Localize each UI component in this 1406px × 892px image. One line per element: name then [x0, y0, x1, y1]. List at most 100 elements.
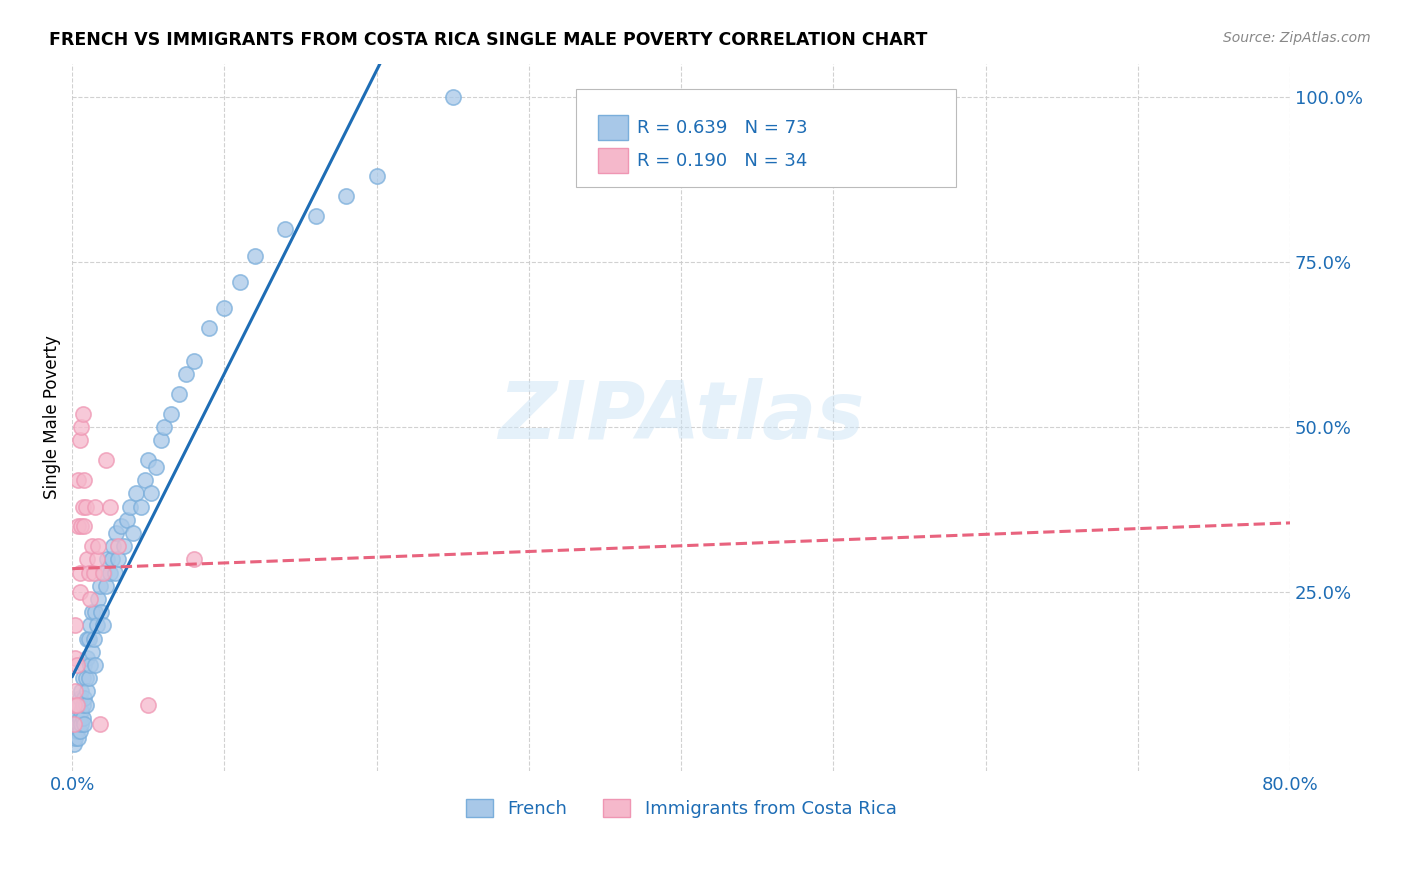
Point: [69, 434, 91, 448]
Point: [66, 724, 89, 739]
Point: [90, 605, 112, 619]
Point: [176, 368, 198, 382]
Point: [183, 354, 205, 368]
Point: [84, 605, 107, 619]
Point: [73, 691, 96, 706]
Point: [66, 711, 89, 725]
Point: [67, 717, 90, 731]
Text: R = 0.190   N = 34: R = 0.190 N = 34: [637, 152, 807, 169]
Point: [67, 698, 90, 712]
Point: [80, 605, 103, 619]
Point: [77, 671, 100, 685]
Point: [94, 579, 117, 593]
Point: [87, 539, 110, 553]
Point: [441, 90, 464, 104]
Point: [89, 579, 111, 593]
Legend: French, Immigrants from Costa Rica: French, Immigrants from Costa Rica: [458, 791, 904, 825]
Point: [70, 684, 93, 698]
Point: [160, 407, 183, 421]
Point: [62, 737, 84, 751]
Point: [101, 552, 124, 566]
Point: [72, 671, 94, 685]
Point: [138, 698, 160, 712]
Point: [70, 519, 93, 533]
Point: [93, 566, 115, 580]
Text: R = 0.639   N = 73: R = 0.639 N = 73: [637, 119, 807, 136]
Point: [69, 585, 91, 599]
Point: [65, 618, 87, 632]
Point: [87, 592, 110, 607]
Point: [75, 698, 97, 712]
Point: [183, 552, 205, 566]
Text: Source: ZipAtlas.com: Source: ZipAtlas.com: [1223, 31, 1371, 45]
Point: [145, 459, 167, 474]
Point: [125, 486, 148, 500]
Point: [84, 658, 107, 673]
Point: [84, 500, 107, 514]
Point: [96, 552, 118, 566]
Point: [167, 387, 190, 401]
Point: [129, 500, 152, 514]
Point: [141, 486, 163, 500]
Point: [72, 711, 94, 725]
Point: [198, 321, 221, 335]
Point: [86, 552, 108, 566]
Point: [112, 539, 135, 553]
Point: [70, 717, 93, 731]
Point: [67, 519, 90, 533]
Point: [80, 539, 103, 553]
Point: [77, 566, 100, 580]
Point: [83, 566, 105, 580]
Point: [65, 684, 87, 698]
Point: [107, 552, 129, 566]
Point: [89, 717, 111, 731]
Point: [69, 566, 91, 580]
Point: [62, 698, 84, 712]
Point: [66, 658, 89, 673]
Point: [69, 691, 91, 706]
Point: [75, 671, 97, 685]
Point: [83, 632, 105, 646]
Point: [73, 519, 96, 533]
Point: [94, 453, 117, 467]
Point: [107, 539, 129, 553]
Point: [214, 301, 236, 316]
Text: FRENCH VS IMMIGRANTS FROM COSTA RICA SINGLE MALE POVERTY CORRELATION CHART: FRENCH VS IMMIGRANTS FROM COSTA RICA SIN…: [49, 31, 928, 49]
Point: [77, 632, 100, 646]
Point: [86, 618, 108, 632]
Point: [67, 473, 90, 487]
Point: [103, 539, 125, 553]
Point: [243, 249, 266, 263]
Point: [98, 500, 121, 514]
Point: [134, 473, 156, 487]
Point: [138, 453, 160, 467]
Point: [149, 434, 172, 448]
Point: [72, 698, 94, 712]
Point: [70, 420, 93, 434]
Point: [79, 592, 101, 607]
Point: [73, 658, 96, 673]
Point: [105, 525, 128, 540]
Point: [104, 566, 127, 580]
Point: [69, 711, 91, 725]
Point: [76, 632, 98, 646]
Point: [76, 651, 98, 665]
Point: [62, 717, 84, 731]
Point: [98, 566, 121, 580]
Point: [228, 275, 250, 289]
Point: [75, 500, 97, 514]
Point: [65, 651, 87, 665]
Point: [274, 222, 297, 236]
Point: [335, 189, 357, 203]
Point: [305, 209, 328, 223]
Point: [72, 500, 94, 514]
Point: [76, 684, 98, 698]
Point: [115, 513, 138, 527]
Point: [110, 519, 132, 533]
Point: [91, 618, 114, 632]
Point: [366, 169, 388, 184]
Point: [66, 698, 89, 712]
Point: [73, 717, 96, 731]
Point: [65, 731, 87, 745]
Point: [76, 552, 98, 566]
